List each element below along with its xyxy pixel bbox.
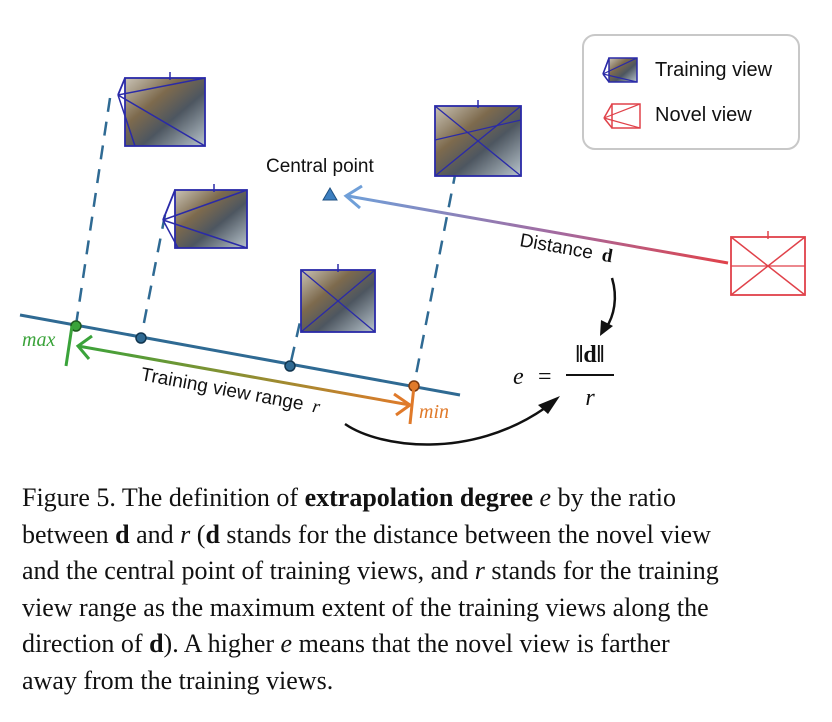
extrapolation-diagram: Training view Novel view	[19, 34, 806, 446]
novel-view-frustum	[730, 231, 806, 296]
formula-equals: =	[538, 364, 552, 390]
min-label: min	[419, 401, 449, 423]
central-point-marker	[322, 187, 338, 201]
caption-line: and the central point of training views,…	[22, 556, 719, 585]
novel-view-legend-icon	[603, 103, 641, 129]
formula-denominator: r	[585, 385, 595, 411]
distance-symbol: d	[600, 245, 614, 268]
caption-line: direction of d). A higher e means that t…	[22, 629, 670, 658]
legend-novel-label: Novel view	[655, 104, 752, 126]
caption-line: away from the training views.	[22, 665, 334, 695]
formula-lhs: e	[513, 364, 524, 390]
caption-line: view range as the maximum extent of the …	[22, 592, 709, 622]
axis-point-3	[284, 360, 296, 372]
training-frustum-2	[162, 184, 248, 249]
figure-caption: Figure 5. The definition of extrapolatio…	[22, 480, 814, 699]
range-symbol: r	[311, 396, 323, 418]
range-arrow	[64, 325, 416, 425]
caption-line: between d and r (d stands for the distan…	[22, 519, 711, 549]
legend-training-label: Training view	[655, 59, 773, 81]
training-frustum-4	[434, 100, 522, 177]
training-frustum-1	[117, 72, 206, 147]
axis-point-2	[135, 332, 147, 344]
training-frustum-3	[300, 264, 376, 333]
central-point-label: Central point	[266, 156, 374, 177]
curved-arrow	[344, 396, 560, 446]
max-label: max	[22, 329, 55, 351]
formula-pointer-arrow	[600, 277, 617, 336]
distance-label: Distance	[518, 230, 594, 264]
projection-axis	[19, 313, 461, 397]
training-view-legend-icon	[602, 57, 638, 83]
distance-arrow	[343, 184, 729, 265]
formula-numerator: ‖d‖	[576, 342, 605, 368]
extrapolation-formula: e = ‖d‖ r	[513, 342, 614, 411]
legend: Training view Novel view	[582, 34, 800, 150]
caption-line: Figure 5. The definition of extrapolatio…	[22, 483, 676, 512]
